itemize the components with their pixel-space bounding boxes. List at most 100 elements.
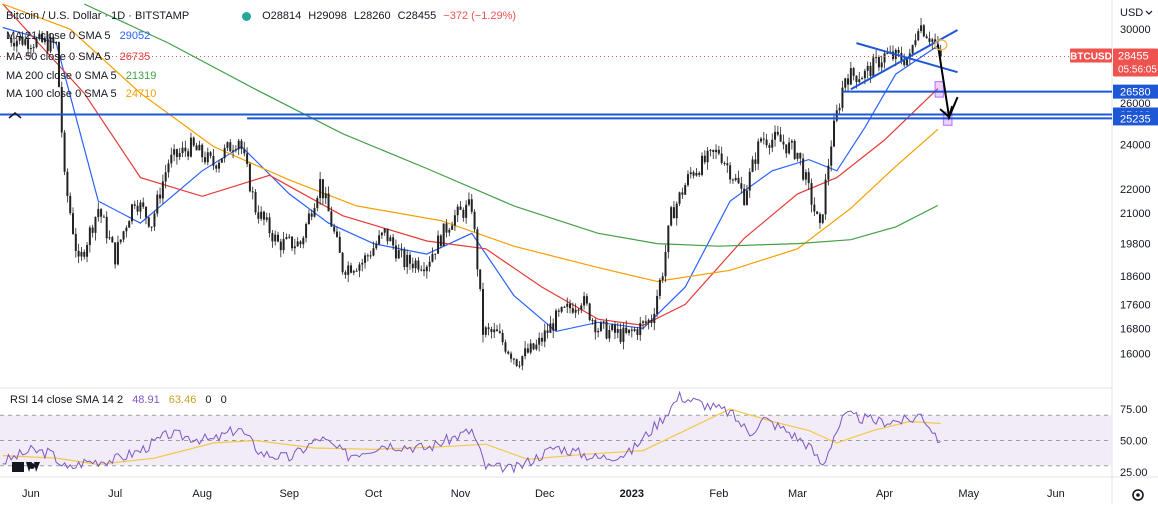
price-axis-tick-label[interactable]: 16000	[1120, 349, 1151, 361]
candle[interactable]	[858, 72, 861, 84]
candle[interactable]	[512, 357, 515, 365]
candle[interactable]	[277, 231, 279, 243]
candle[interactable]	[327, 186, 330, 212]
candle[interactable]	[27, 32, 30, 57]
candle[interactable]	[32, 43, 35, 53]
candle[interactable]	[861, 76, 864, 80]
chevron-up-icon[interactable]	[6, 110, 24, 120]
candle[interactable]	[114, 242, 117, 269]
candle[interactable]	[656, 289, 659, 318]
candle[interactable]	[849, 61, 852, 86]
candle[interactable]	[288, 233, 291, 239]
candle[interactable]	[442, 223, 445, 247]
candle[interactable]	[13, 36, 16, 51]
candle[interactable]	[703, 150, 706, 165]
candle[interactable]	[369, 250, 372, 259]
candle[interactable]	[788, 137, 791, 155]
candle[interactable]	[754, 152, 757, 171]
candle[interactable]	[748, 168, 751, 198]
candle[interactable]	[159, 187, 162, 204]
candle[interactable]	[408, 251, 411, 270]
candle[interactable]	[501, 329, 504, 346]
candle[interactable]	[7, 33, 10, 39]
candle[interactable]	[602, 320, 605, 329]
candle[interactable]	[133, 200, 136, 210]
candle[interactable]	[566, 297, 569, 314]
candle[interactable]	[352, 269, 355, 276]
candle[interactable]	[420, 265, 423, 272]
time-axis-tick-label[interactable]: Sep	[279, 488, 299, 500]
tradingview-logo[interactable]	[12, 462, 40, 472]
candle[interactable]	[251, 186, 254, 200]
candle[interactable]	[147, 216, 150, 229]
moving-average-line[interactable]	[2, 3, 939, 283]
candle[interactable]	[411, 257, 414, 273]
rsi-legend[interactable]: RSI 14 close SMA 14 2 48.91 63.46 0 0	[10, 394, 233, 406]
candle[interactable]	[24, 35, 27, 47]
candle[interactable]	[684, 182, 687, 196]
candle[interactable]	[218, 159, 221, 173]
candle[interactable]	[237, 138, 240, 156]
candle[interactable]	[779, 126, 782, 142]
candle[interactable]	[672, 201, 675, 219]
candle[interactable]	[167, 159, 170, 178]
candle[interactable]	[195, 143, 198, 151]
symbol-title[interactable]: Bitcoin / U.S. Dollar · 1D · BITSTAMP	[6, 10, 190, 22]
candle[interactable]	[271, 230, 274, 248]
candle[interactable]	[644, 315, 647, 327]
candle[interactable]	[203, 151, 206, 165]
candle[interactable]	[715, 144, 718, 160]
candle[interactable]	[201, 143, 204, 163]
candle[interactable]	[206, 147, 209, 166]
candle[interactable]	[532, 342, 535, 351]
candle[interactable]	[268, 213, 271, 238]
candle[interactable]	[434, 253, 437, 260]
price-axis-tick-label[interactable]: 24000	[1120, 139, 1151, 151]
candle[interactable]	[366, 253, 369, 262]
candle[interactable]	[484, 325, 487, 338]
candle[interactable]	[29, 44, 32, 57]
candle[interactable]	[813, 197, 816, 216]
candle[interactable]	[389, 234, 392, 242]
candle[interactable]	[397, 244, 400, 260]
candle[interactable]	[262, 210, 265, 226]
candle[interactable]	[198, 140, 201, 151]
candle[interactable]	[555, 308, 557, 331]
candle[interactable]	[546, 323, 549, 339]
candle[interactable]	[425, 264, 428, 279]
candle[interactable]	[102, 214, 105, 218]
candle[interactable]	[116, 235, 119, 266]
candle[interactable]	[922, 24, 925, 38]
candle[interactable]	[324, 186, 327, 205]
candle[interactable]	[248, 162, 251, 193]
candle[interactable]	[406, 249, 409, 274]
candle[interactable]	[563, 305, 566, 308]
candle[interactable]	[319, 171, 322, 205]
candle[interactable]	[920, 17, 923, 34]
candle[interactable]	[215, 164, 218, 173]
candle[interactable]	[830, 140, 833, 172]
candle[interactable]	[709, 149, 712, 157]
candle[interactable]	[72, 207, 75, 235]
rsi-line[interactable]	[2, 390, 941, 474]
candle[interactable]	[83, 249, 86, 260]
candle[interactable]	[476, 226, 479, 277]
candle[interactable]	[192, 136, 195, 147]
price-axis-tick-label[interactable]: 30000	[1120, 24, 1151, 36]
candle[interactable]	[428, 256, 431, 272]
candle[interactable]	[63, 129, 66, 176]
candle[interactable]	[518, 360, 521, 369]
candle[interactable]	[729, 162, 732, 184]
chevron-down-icon[interactable]	[1145, 10, 1153, 15]
rsi-axis-tick-label[interactable]: 50.00	[1120, 435, 1148, 447]
candle[interactable]	[212, 149, 215, 170]
candle[interactable]	[737, 170, 740, 184]
candle[interactable]	[706, 147, 709, 170]
indicator-legend-ma21[interactable]: MA 21 close 0 SMA 5 29052	[6, 30, 156, 42]
candle[interactable]	[776, 125, 779, 137]
last-price-tag[interactable]	[1113, 48, 1158, 77]
candle[interactable]	[456, 204, 459, 223]
level-price-tag[interactable]	[1113, 111, 1158, 126]
candle[interactable]	[97, 202, 100, 222]
